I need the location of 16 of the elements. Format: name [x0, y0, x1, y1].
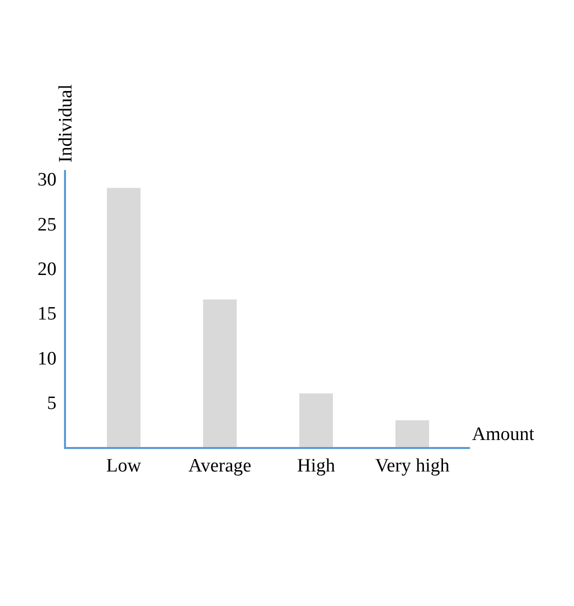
x-axis-title: Amount	[472, 424, 535, 445]
x-tick-label: Low	[106, 456, 142, 477]
y-tick-label: 25	[37, 214, 56, 236]
y-tick-label: 10	[37, 348, 56, 370]
bar	[106, 188, 141, 447]
bar	[395, 420, 430, 447]
bar	[299, 393, 333, 447]
y-tick-label: 15	[37, 304, 56, 325]
x-tick-label: Very high	[375, 456, 450, 477]
y-axis-title: Individual	[56, 84, 77, 162]
bar	[203, 300, 237, 447]
y-tick-label: 20	[37, 258, 56, 280]
y-tick-label: 30	[37, 170, 56, 191]
y-tick-label: 5	[46, 392, 56, 414]
x-tick-label: Average	[188, 456, 252, 477]
x-tick-label: High	[297, 456, 336, 477]
